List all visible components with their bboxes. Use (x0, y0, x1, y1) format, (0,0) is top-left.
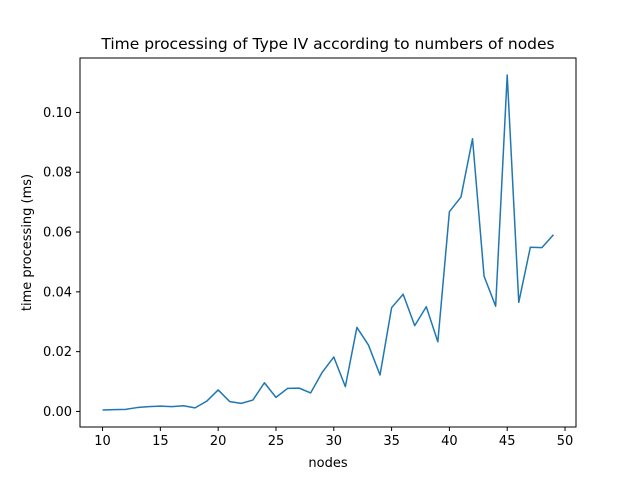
x-tick-label: 50 (557, 434, 574, 449)
y-axis-ticks: 0.00 0.02 0.04 0.06 0.08 0.10 (43, 106, 80, 420)
x-tick-label: 30 (326, 434, 343, 449)
y-tick-label: 0.00 (43, 405, 72, 420)
x-tick-label: 25 (268, 434, 285, 449)
y-tick-label: 0.02 (43, 345, 72, 360)
series-line (102, 74, 555, 411)
x-axis-ticks: 10 15 20 25 30 35 40 45 50 (94, 427, 573, 449)
chart-title: Time processing of Type IV according to … (100, 35, 554, 53)
x-tick-label: 35 (383, 434, 400, 449)
y-axis-label: time processing (ms) (20, 174, 35, 311)
y-tick-label: 0.04 (43, 285, 72, 300)
x-tick-label: 45 (499, 434, 516, 449)
x-tick-label: 40 (441, 434, 458, 449)
x-axis-label: nodes (308, 456, 347, 471)
x-tick-label: 20 (210, 434, 227, 449)
y-tick-label: 0.08 (43, 166, 72, 181)
y-tick-label: 0.06 (43, 226, 72, 241)
plot-frame (79, 57, 577, 428)
y-tick-label: 0.10 (43, 106, 72, 121)
series-layer (102, 74, 555, 411)
x-tick-label: 10 (94, 434, 111, 449)
x-tick-label: 15 (152, 434, 169, 449)
